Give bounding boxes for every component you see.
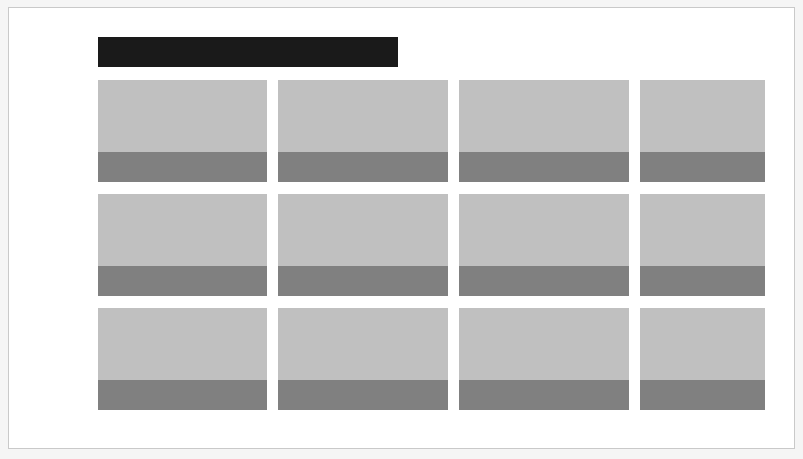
tile-card[interactable]	[278, 80, 448, 182]
tile-card[interactable]	[459, 308, 629, 410]
tile-thumbnail	[278, 80, 448, 152]
tile-caption-bar	[640, 380, 765, 410]
tile-card[interactable]	[640, 308, 765, 410]
tile-thumbnail	[278, 308, 448, 380]
tile-card[interactable]	[459, 194, 629, 296]
tile-caption-bar	[459, 152, 629, 182]
tile-thumbnail	[459, 80, 629, 152]
tile-thumbnail	[459, 308, 629, 380]
tile-thumbnail	[640, 80, 765, 152]
page-title-placeholder	[98, 37, 398, 67]
tile-caption-bar	[98, 152, 267, 182]
app-window	[8, 7, 795, 449]
tile-caption-bar	[640, 266, 765, 296]
tile-card[interactable]	[98, 80, 267, 182]
tile-thumbnail	[98, 80, 267, 152]
tile-caption-bar	[278, 266, 448, 296]
tile-thumbnail	[98, 308, 267, 380]
tile-caption-bar	[640, 152, 765, 182]
tile-thumbnail	[98, 194, 267, 266]
tile-card[interactable]	[459, 80, 629, 182]
tile-card[interactable]	[98, 308, 267, 410]
tile-thumbnail	[640, 308, 765, 380]
tile-card[interactable]	[640, 194, 765, 296]
tile-caption-bar	[98, 380, 267, 410]
tile-card[interactable]	[278, 308, 448, 410]
tile-thumbnail	[278, 194, 448, 266]
tile-thumbnail	[640, 194, 765, 266]
tile-caption-bar	[98, 266, 267, 296]
tile-caption-bar	[278, 380, 448, 410]
tile-thumbnail	[459, 194, 629, 266]
tile-card[interactable]	[98, 194, 267, 296]
tile-card[interactable]	[640, 80, 765, 182]
tile-caption-bar	[459, 380, 629, 410]
tile-caption-bar	[459, 266, 629, 296]
tile-caption-bar	[278, 152, 448, 182]
tile-grid	[98, 80, 794, 412]
tile-card[interactable]	[278, 194, 448, 296]
